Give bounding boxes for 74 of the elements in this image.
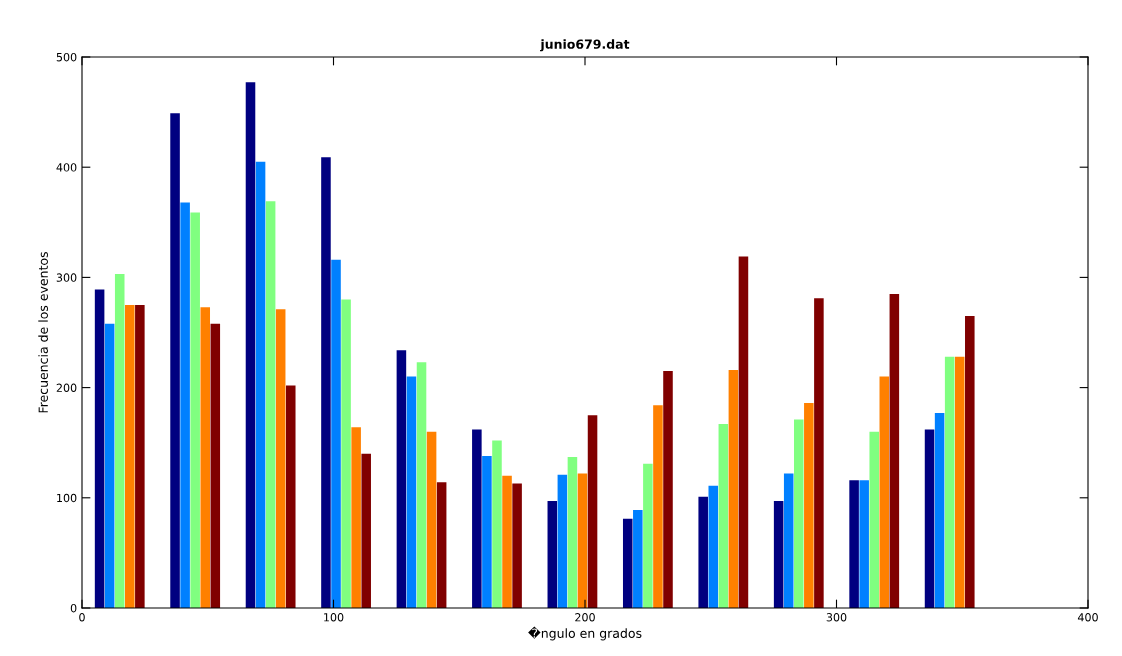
y-tick-label: 500	[56, 52, 77, 62]
bar	[502, 475, 512, 608]
bar	[436, 482, 447, 608]
bar	[170, 113, 180, 608]
bar	[804, 403, 814, 608]
bar	[643, 463, 653, 608]
bar	[698, 496, 708, 608]
bar	[653, 405, 663, 608]
y-tick-label: 200	[56, 383, 77, 392]
bar	[135, 304, 145, 608]
bar	[285, 385, 296, 608]
chart-title: junio679.dat	[540, 39, 630, 52]
bar	[321, 157, 331, 608]
bar	[879, 376, 890, 608]
bar	[331, 259, 341, 608]
bar	[869, 431, 879, 608]
bar	[708, 485, 719, 608]
bar	[587, 415, 598, 608]
bar	[351, 427, 361, 608]
bar	[577, 473, 588, 608]
bar	[814, 298, 824, 608]
bar	[416, 362, 427, 608]
bar	[934, 412, 945, 608]
y-tick-label: 100	[57, 493, 77, 503]
x-tick-label: 0	[79, 613, 85, 622]
bar	[114, 274, 125, 608]
bar	[633, 509, 643, 608]
bar	[924, 429, 935, 608]
bar	[849, 480, 859, 608]
bar	[557, 474, 568, 608]
x-tick-label: 200	[575, 613, 595, 622]
bar	[567, 457, 578, 608]
x-tick-label: 400	[1077, 613, 1098, 622]
bar	[94, 289, 105, 608]
bar	[180, 202, 190, 608]
bar	[794, 419, 804, 608]
bar	[944, 356, 955, 608]
bar	[245, 82, 256, 608]
y-axis-title: Frecuencia de los eventos	[38, 252, 48, 413]
bar	[547, 501, 558, 608]
bar	[341, 299, 351, 608]
bar	[954, 356, 965, 608]
bar	[426, 431, 437, 608]
y-tick-label: 300	[56, 273, 77, 282]
bar	[663, 371, 673, 608]
bar	[622, 518, 633, 608]
bar	[200, 307, 211, 608]
bar	[965, 315, 975, 608]
y-tick-label: 0	[70, 603, 77, 613]
bar	[773, 501, 784, 608]
x-tick-label: 300	[826, 613, 847, 622]
bar	[125, 304, 135, 608]
bar	[472, 429, 482, 608]
bar	[255, 161, 266, 608]
y-tick-label: 400	[56, 163, 77, 172]
bar	[738, 256, 749, 608]
bar	[512, 483, 522, 608]
bar	[889, 293, 900, 608]
bar	[361, 453, 371, 608]
x-axis-title: �ngulo en grados	[528, 626, 642, 641]
bar	[406, 376, 417, 608]
bar	[783, 473, 794, 608]
bar	[859, 480, 869, 608]
bar	[265, 201, 276, 608]
bar	[190, 212, 200, 608]
x-tick-label: 100	[324, 613, 344, 622]
bar	[104, 323, 115, 608]
bar	[492, 440, 502, 608]
bar	[482, 455, 492, 608]
bar	[210, 323, 221, 608]
bar	[275, 309, 286, 608]
bar	[718, 423, 729, 608]
bar	[728, 369, 739, 608]
bar	[396, 350, 407, 608]
